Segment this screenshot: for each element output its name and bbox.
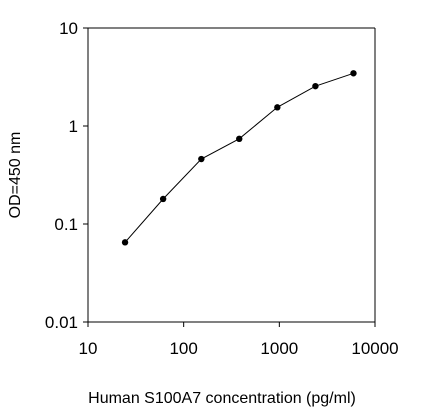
y-tick-label-0: 0.01 xyxy=(45,313,78,332)
data-point-6 xyxy=(350,70,357,77)
y-axis-label: OD=450 nm xyxy=(7,132,24,219)
x-tick-label-2: 1000 xyxy=(260,339,298,358)
y-ticks xyxy=(83,27,88,323)
data-point-3 xyxy=(236,135,243,143)
series-points xyxy=(121,70,357,246)
data-point-0 xyxy=(121,239,129,246)
y-tick-label-3: 10 xyxy=(59,19,78,38)
data-point-2 xyxy=(198,155,205,163)
x-tick-label-0: 10 xyxy=(79,339,98,358)
x-tick-label-1: 100 xyxy=(169,339,197,358)
data-point-1 xyxy=(159,195,167,203)
x-tick-label-3: 10000 xyxy=(351,339,398,358)
data-point-5 xyxy=(312,82,319,90)
data-point-4 xyxy=(274,104,281,111)
y-tick-label-1: 0.1 xyxy=(54,215,78,234)
x-axis-label: Human S100A7 concentration (pg/ml) xyxy=(88,390,356,407)
y-tick-label-2: 1 xyxy=(69,117,78,136)
x-ticks xyxy=(87,322,376,327)
